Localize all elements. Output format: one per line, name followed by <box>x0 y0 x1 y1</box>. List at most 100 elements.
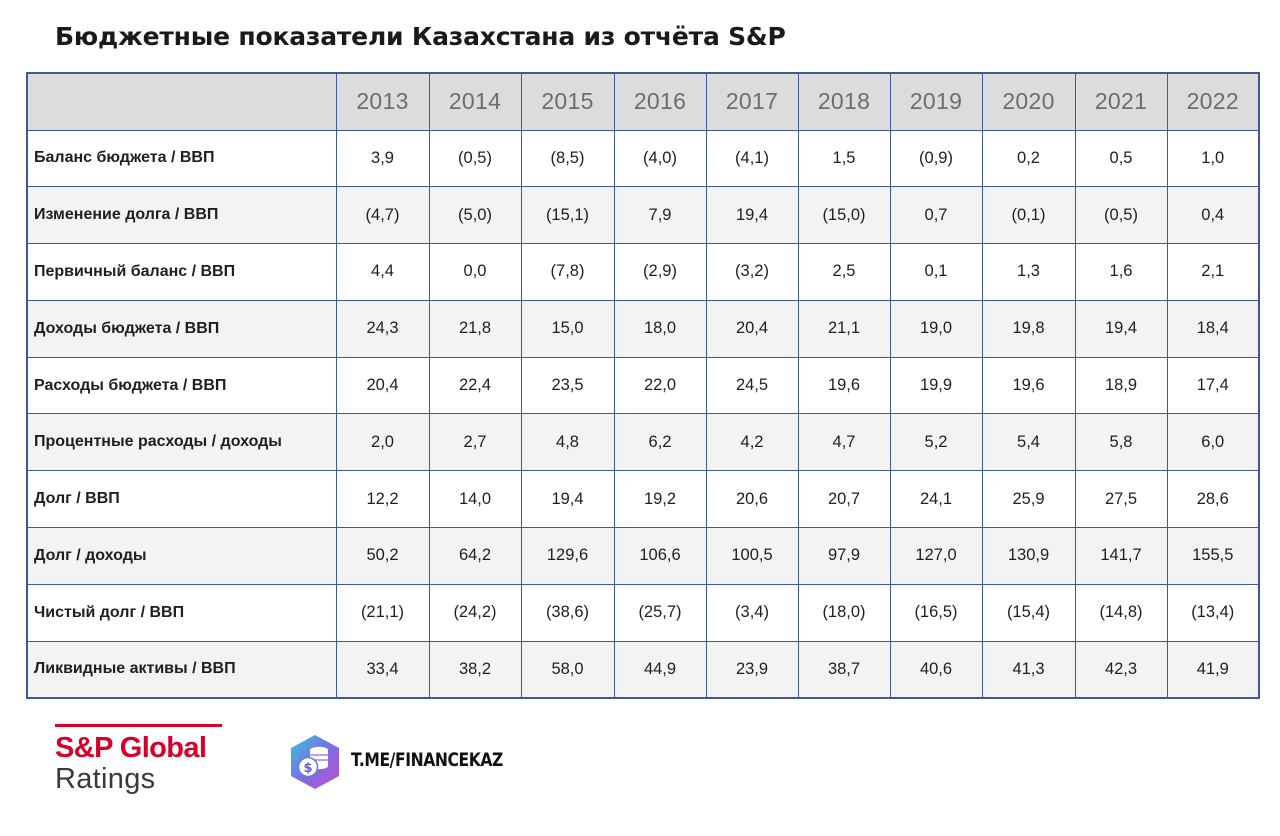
value-cell: 24,3 <box>335 299 430 358</box>
value-cell: (0,1) <box>981 186 1076 245</box>
value-cell: (13,4) <box>1166 583 1260 642</box>
value-cell: 19,8 <box>981 299 1076 358</box>
sp-logo-bar <box>55 724 222 727</box>
value-cell: (15,1) <box>520 186 615 245</box>
channel-link[interactable]: T.ME/FINANCEKAZ <box>351 749 503 771</box>
value-cell: (14,8) <box>1074 583 1168 642</box>
value-cell: 2,1 <box>1166 243 1260 301</box>
value-cell: 2,0 <box>335 413 430 472</box>
value-cell: 21,1 <box>797 299 891 358</box>
value-cell: 4,4 <box>335 243 430 301</box>
page-title: Бюджетные показатели Казахстана из отчёт… <box>55 22 786 51</box>
value-cell: (0,5) <box>428 129 522 188</box>
value-cell: 5,2 <box>889 413 983 472</box>
value-cell: 20,4 <box>335 356 430 415</box>
row-label: Изменение долга / ВВП <box>26 186 337 245</box>
value-cell: 1,5 <box>797 129 891 188</box>
value-cell: 4,7 <box>797 413 891 472</box>
value-cell: (4,1) <box>705 129 799 188</box>
value-cell: 1,3 <box>981 243 1076 301</box>
coin-stack-icon: $ <box>291 735 339 789</box>
value-cell: (21,1) <box>335 583 430 642</box>
value-cell: 4,8 <box>520 413 615 472</box>
value-cell: (7,8) <box>520 243 615 301</box>
table-row: Процентные расходы / доходы 2,0 2,7 4,8 6,2 4… <box>26 413 1260 472</box>
value-cell: 141,7 <box>1074 527 1168 585</box>
value-cell: 22,0 <box>613 356 707 415</box>
value-cell: 44,9 <box>613 640 707 699</box>
sp-logo-line1: S&P Global <box>55 732 207 764</box>
value-cell: (25,7) <box>613 583 707 642</box>
value-cell: 14,0 <box>428 470 522 529</box>
year-header-2021: 2021 <box>1074 72 1168 131</box>
table-row: Долг / ВВП 12,2 14,0 19,4 19,2 20,6 20,7 24,1 25… <box>26 470 1260 529</box>
value-cell: 100,5 <box>705 527 799 585</box>
year-header-2015: 2015 <box>520 72 615 131</box>
table-row: Доходы бюджета / ВВП 24,3 21,8 15,0 18,0 20,4… <box>26 299 1260 358</box>
value-cell: 19,0 <box>889 299 983 358</box>
value-cell: (8,5) <box>520 129 615 188</box>
row-label: Ликвидные активы / ВВП <box>26 640 337 699</box>
value-cell: 3,9 <box>335 129 430 188</box>
value-cell: 155,5 <box>1166 527 1260 585</box>
table-row: Расходы бюджета / ВВП 20,4 22,4 23,5 22,0 24,… <box>26 356 1260 415</box>
year-header-2019: 2019 <box>889 72 983 131</box>
table-header-row: 2013 2014 2015 2016 2017 2018 2019 2020 2021 2022 <box>26 72 1260 131</box>
value-cell: 40,6 <box>889 640 983 699</box>
row-label: Долг / доходы <box>26 527 337 585</box>
row-label: Расходы бюджета / ВВП <box>26 356 337 415</box>
svg-text:$: $ <box>303 761 312 776</box>
value-cell: (16,5) <box>889 583 983 642</box>
value-cell: (4,7) <box>335 186 430 245</box>
value-cell: (38,6) <box>520 583 615 642</box>
value-cell: 4,2 <box>705 413 799 472</box>
value-cell: 5,4 <box>981 413 1076 472</box>
value-cell: 22,4 <box>428 356 522 415</box>
table-row: Долг / доходы 50,2 64,2 129,6 106,6 100,5 97,9… <box>26 527 1260 585</box>
value-cell: 0,5 <box>1074 129 1168 188</box>
value-cell: (15,0) <box>797 186 891 245</box>
value-cell: 6,2 <box>613 413 707 472</box>
sp-logo-line2: Ratings <box>55 763 156 795</box>
value-cell: 0,7 <box>889 186 983 245</box>
value-cell: 0,4 <box>1166 186 1260 245</box>
value-cell: 19,4 <box>520 470 615 529</box>
value-cell: (3,2) <box>705 243 799 301</box>
sp-global-ratings-logo: S&P Global Ratings <box>55 724 222 795</box>
value-cell: (18,0) <box>797 583 891 642</box>
year-header-2013: 2013 <box>335 72 430 131</box>
value-cell: 24,1 <box>889 470 983 529</box>
row-label: Первичный баланс / ВВП <box>26 243 337 301</box>
year-header-2017: 2017 <box>705 72 799 131</box>
table-row: Первичный баланс / ВВП 4,4 0,0 (7,8) (2,9) (3… <box>26 243 1260 301</box>
year-header-2014: 2014 <box>428 72 522 131</box>
row-label: Чистый долг / ВВП <box>26 583 337 642</box>
value-cell: 20,4 <box>705 299 799 358</box>
value-cell: 17,4 <box>1166 356 1260 415</box>
value-cell: 5,8 <box>1074 413 1168 472</box>
value-cell: (5,0) <box>428 186 522 245</box>
value-cell: 12,2 <box>335 470 430 529</box>
value-cell: 7,9 <box>613 186 707 245</box>
table-row: Чистый долг / ВВП (21,1) (24,2) (38,6) (25,7… <box>26 583 1260 642</box>
value-cell: 33,4 <box>335 640 430 699</box>
value-cell: (2,9) <box>613 243 707 301</box>
value-cell: (3,4) <box>705 583 799 642</box>
value-cell: 41,9 <box>1166 640 1260 699</box>
row-label: Долг / ВВП <box>26 470 337 529</box>
value-cell: (0,5) <box>1074 186 1168 245</box>
value-cell: 19,6 <box>981 356 1076 415</box>
value-cell: 15,0 <box>520 299 615 358</box>
year-header-2022: 2022 <box>1166 72 1260 131</box>
value-cell: 23,9 <box>705 640 799 699</box>
value-cell: 19,4 <box>705 186 799 245</box>
value-cell: 20,7 <box>797 470 891 529</box>
table-body: Баланс бюджета / ВВП 3,9 (0,5) (8,5) (4,0) (4… <box>26 129 1260 699</box>
value-cell: 19,6 <box>797 356 891 415</box>
value-cell: 21,8 <box>428 299 522 358</box>
value-cell: 130,9 <box>981 527 1076 585</box>
value-cell: 0,2 <box>981 129 1076 188</box>
value-cell: 1,6 <box>1074 243 1168 301</box>
value-cell: 64,2 <box>428 527 522 585</box>
value-cell: 28,6 <box>1166 470 1260 529</box>
